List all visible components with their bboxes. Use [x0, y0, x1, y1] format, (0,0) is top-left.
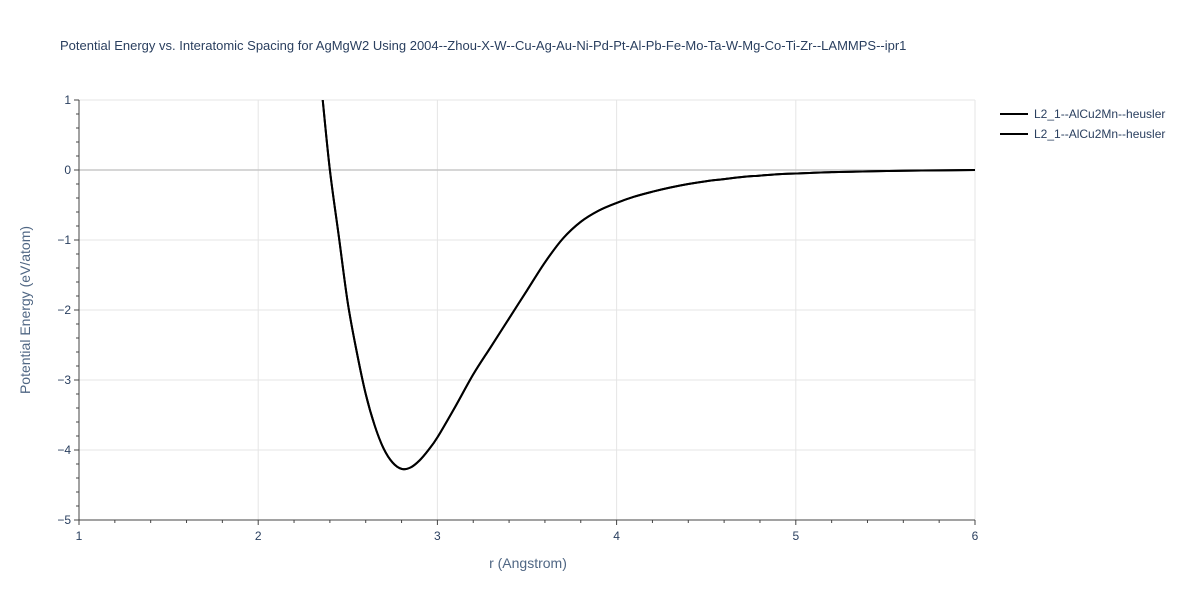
y-tick-label: 0	[64, 163, 71, 177]
x-tick-label: 1	[76, 529, 83, 543]
x-tick-label: 5	[792, 529, 799, 543]
x-axis-title: r (Angstrom)	[489, 555, 567, 571]
y-tick-label: −5	[57, 513, 71, 527]
axes: 1 2 3 4 5 6 1 0 −1 −2 −3 −4 −5	[57, 93, 978, 543]
legend-label: L2_1--AlCu2Mn--heusler	[1034, 107, 1165, 121]
y-tick-label: −3	[57, 373, 71, 387]
chart-title: Potential Energy vs. Interatomic Spacing…	[60, 38, 906, 53]
series-line-1	[321, 100, 975, 471]
y-tick-label: −1	[57, 233, 71, 247]
legend[interactable]: L2_1--AlCu2Mn--heusler L2_1--AlCu2Mn--heu…	[1000, 107, 1165, 141]
legend-item-2[interactable]: L2_1--AlCu2Mn--heusler	[1000, 127, 1165, 141]
x-tick-label: 6	[972, 529, 979, 543]
y-tick-label: −4	[57, 443, 71, 457]
x-tick-label: 2	[255, 529, 262, 543]
y-tick-label: 1	[64, 93, 71, 107]
grid	[79, 99, 976, 520]
plot-area	[321, 100, 975, 471]
legend-item-1[interactable]: L2_1--AlCu2Mn--heusler	[1000, 107, 1165, 121]
legend-label: L2_1--AlCu2Mn--heusler	[1034, 127, 1165, 141]
x-tick-label: 4	[613, 529, 620, 543]
y-axis-title: Potential Energy (eV/atom)	[17, 226, 33, 394]
y-tick-label: −2	[57, 303, 71, 317]
x-tick-label: 3	[434, 529, 441, 543]
series-line-2	[321, 100, 975, 471]
